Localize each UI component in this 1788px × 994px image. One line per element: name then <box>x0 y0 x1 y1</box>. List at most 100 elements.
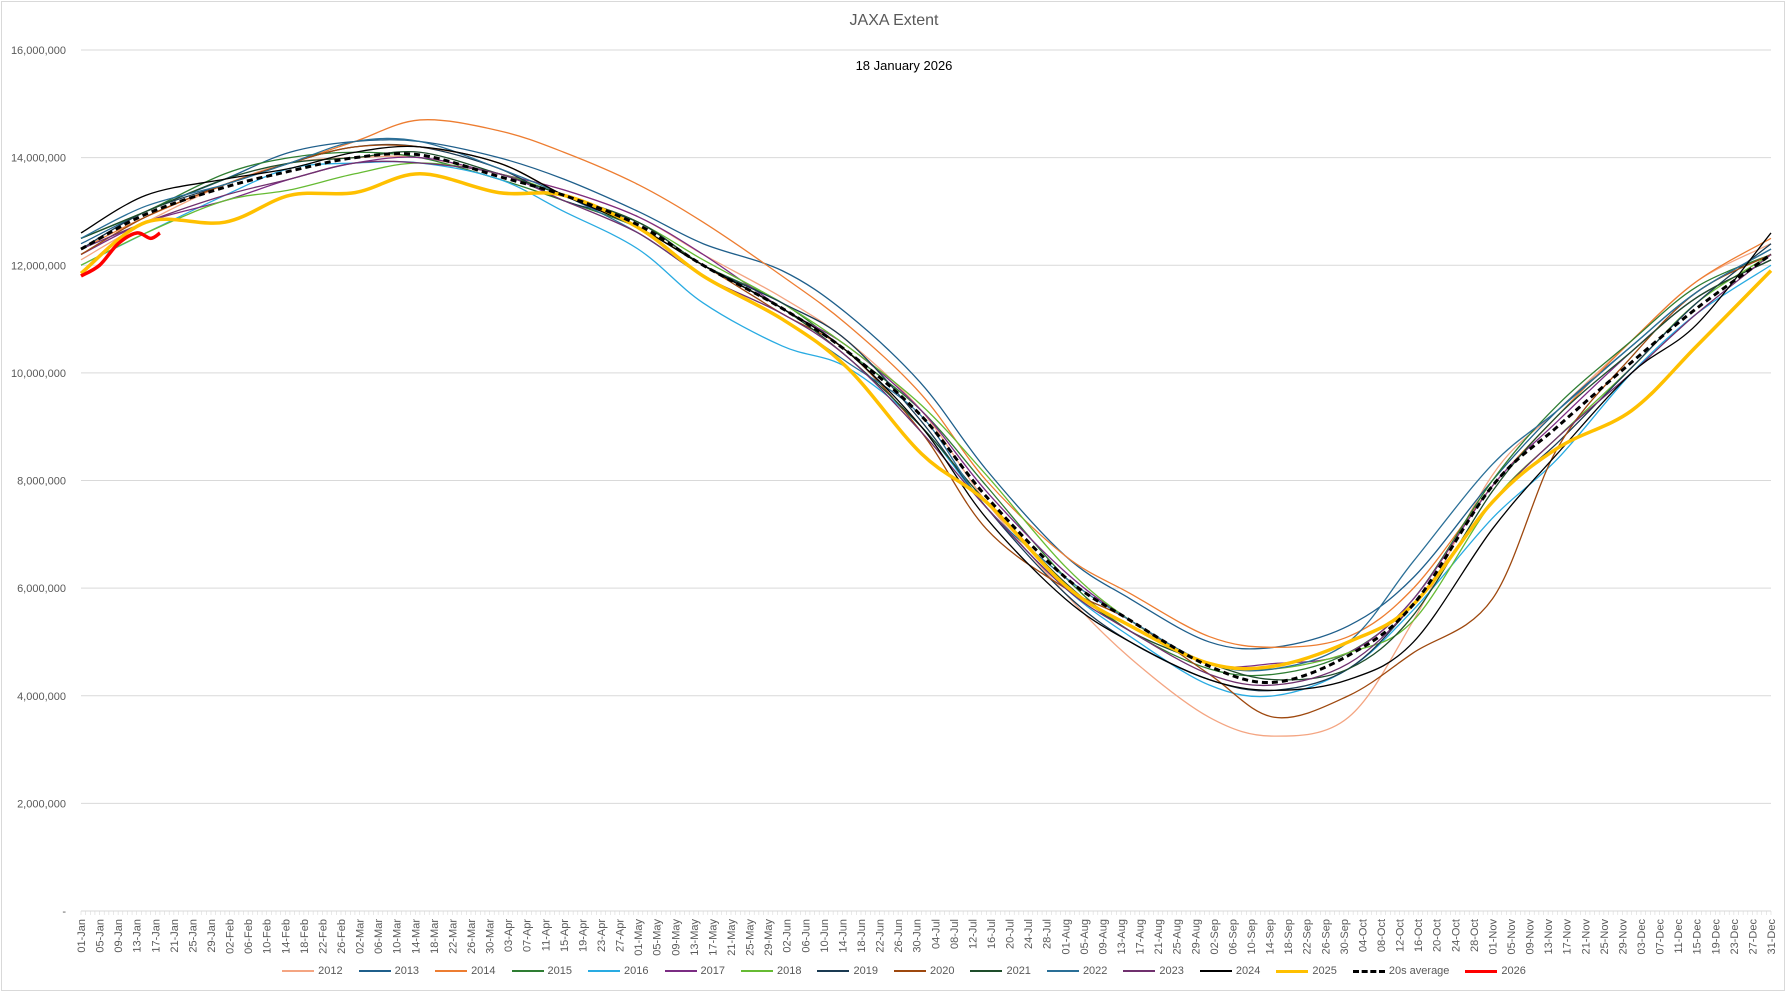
x-tick-label: 02-Mar <box>355 919 367 954</box>
x-tick-label: 09-May <box>670 919 682 956</box>
x-tick-label: 06-Feb <box>243 919 255 954</box>
legend-item: 2023 <box>1123 965 1184 977</box>
x-tick-label: 07-Apr <box>522 919 534 952</box>
series-line-2013 <box>80 139 1772 650</box>
x-tick-label: 31-Dec <box>1766 919 1778 955</box>
legend-label: 20s average <box>1388 965 1450 977</box>
x-tick-label: 27-Dec <box>1747 919 1759 955</box>
x-tick-label: 18-Sep <box>1283 919 1295 954</box>
x-tick-label: 05-May <box>652 919 664 956</box>
x-tick-label: 03-Apr <box>503 919 515 952</box>
legend-swatch <box>893 970 926 972</box>
x-tick-label: 10-Mar <box>392 919 404 954</box>
x-tick-label: 18-Jun <box>856 919 868 953</box>
legend-item: 2014 <box>435 965 496 977</box>
legend-label: 2015 <box>547 965 573 977</box>
x-tick-label: 27-Apr <box>615 919 627 952</box>
x-tick-label: 30-Mar <box>485 919 497 954</box>
x-tick-label: 06-Sep <box>1227 919 1239 954</box>
series-line-2022 <box>80 137 1772 672</box>
x-tick-label: 21-Nov <box>1580 919 1592 955</box>
legend-swatch <box>1123 970 1156 972</box>
x-tick-label: 08-Oct <box>1376 919 1388 952</box>
legend-swatch <box>358 970 391 972</box>
x-tick-label: 14-Feb <box>280 919 292 954</box>
x-tick-label: 29-Jan <box>206 919 218 953</box>
legend-label: 2024 <box>1235 965 1261 977</box>
x-tick-label: 30-Jun <box>912 919 924 953</box>
y-tick-label: 2,000,000 <box>17 798 66 810</box>
x-tick-label: 10-Sep <box>1246 919 1258 954</box>
legend-label: 2020 <box>929 965 955 977</box>
x-tick-label: 02-Feb <box>225 919 237 954</box>
x-tick-label: 09-Nov <box>1525 919 1537 955</box>
series-line-2014 <box>80 119 1772 648</box>
legend-item: 2021 <box>970 965 1031 977</box>
legend-item: 2022 <box>1046 965 1107 977</box>
x-tick-label: 15-Dec <box>1692 919 1704 955</box>
legend-item: 2012 <box>282 965 343 977</box>
legend-label: 2017 <box>700 965 725 977</box>
x-tick-label: 10-Feb <box>262 919 274 954</box>
x-tick-label: 24-Oct <box>1450 919 1462 952</box>
legend-swatch <box>1465 969 1498 973</box>
x-tick-label: 21-Jan <box>169 919 181 953</box>
series-line-2024 <box>80 145 1772 692</box>
legend: 2012 2013 2014 2015 2016 2017 2018 2019 2020 2021… <box>0 965 1788 977</box>
x-tick-label: 25-May <box>745 919 757 956</box>
legend-label: 2026 <box>1501 965 1526 977</box>
y-tick-label: 6,000,000 <box>17 583 66 595</box>
series-line-2026 <box>80 231 161 278</box>
x-tick-label: 23-Apr <box>596 919 608 952</box>
x-tick-label: 11-Dec <box>1673 919 1685 954</box>
x-tick-label: 02-Sep <box>1209 919 1221 954</box>
x-tick-label: 30-Sep <box>1339 919 1351 954</box>
x-tick-label: 03-Dec <box>1636 919 1648 955</box>
series-line-2017 <box>80 156 1772 668</box>
series-line-2019 <box>80 143 1772 692</box>
legend-label: 2016 <box>624 965 649 977</box>
x-tick-label: 26-Jun <box>893 919 905 953</box>
x-tick-label: 04-Jul <box>930 919 942 949</box>
x-tick-label: 20-Oct <box>1432 919 1444 952</box>
chart-subtitle: 18 January 2026 <box>855 58 953 73</box>
legend-item: 2018 <box>741 965 801 977</box>
x-tick-label: 05-Nov <box>1506 919 1518 955</box>
y-tick-label: 8,000,000 <box>17 476 66 488</box>
legend-item: 2019 <box>817 965 878 977</box>
series-line-2020 <box>80 144 1772 719</box>
x-tick-label: 18-Feb <box>299 919 311 954</box>
x-tick-label: 26-Mar <box>466 919 478 954</box>
x-tick-label: 28-Jul <box>1042 919 1054 949</box>
x-tick-label: 01-May <box>633 919 645 956</box>
x-tick-label: 14-Sep <box>1265 919 1277 954</box>
x-tick-label: 05-Aug <box>1079 919 1091 954</box>
x-tick-label: 22-Feb <box>317 919 329 954</box>
legend-label: 2013 <box>394 965 420 977</box>
chart-title: JAXA Extent <box>849 12 939 29</box>
legend-swatch <box>1276 969 1309 973</box>
x-tick-label: 07-Dec <box>1655 919 1667 955</box>
x-tick-label: 19-Dec <box>1710 919 1722 955</box>
x-tick-label: 01-Nov <box>1487 919 1499 955</box>
x-tick-label: 22-Sep <box>1302 919 1314 954</box>
legend-swatch <box>1352 969 1385 973</box>
x-tick-label: 01-Aug <box>1060 919 1072 954</box>
x-tick-label: 25-Nov <box>1599 919 1611 955</box>
legend-label: 2025 <box>1312 965 1337 977</box>
legend-label: 2012 <box>318 965 343 977</box>
legend-swatch <box>282 970 315 972</box>
legend-swatch <box>1199 970 1232 972</box>
x-tick-label: 21-Aug <box>1153 919 1165 954</box>
series-line-2016 <box>80 160 1772 698</box>
legend-swatch <box>664 970 697 972</box>
legend-item: 2020 <box>893 965 955 977</box>
y-tick-label: 14,000,000 <box>11 153 66 165</box>
x-tick-label: 13-Nov <box>1543 919 1555 955</box>
x-tick-label: 09-Jan <box>113 919 125 953</box>
x-tick-label: 17-Aug <box>1135 919 1147 954</box>
x-tick-label: 11-Apr <box>540 919 552 952</box>
x-tick-label: 20-Jul <box>1005 919 1017 949</box>
x-tick-label: 17-Jan <box>150 919 162 953</box>
x-tick-label: 21-May <box>726 919 738 956</box>
